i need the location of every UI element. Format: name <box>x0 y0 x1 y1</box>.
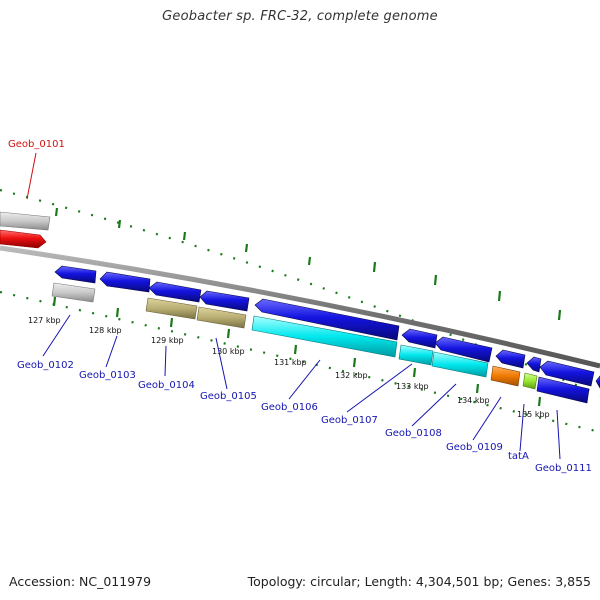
gene-arrow <box>495 349 526 369</box>
gene-arrow <box>539 360 595 387</box>
tick-label: 131 kbp <box>274 358 307 367</box>
gene-arrow <box>54 265 97 284</box>
inner-major-tick <box>169 317 174 328</box>
outer-major-tick <box>117 219 122 229</box>
outer-major-tick <box>182 231 187 241</box>
inner-major-tick <box>412 367 417 378</box>
genome-backbone <box>0 245 600 369</box>
gene-arrow <box>254 298 400 341</box>
gene-label-tata[interactable]: tatA <box>508 451 529 462</box>
outer-major-tick <box>372 261 377 273</box>
gene-arrow <box>595 375 600 389</box>
figure-title: Geobacter sp. FRC-32, complete genome <box>162 9 438 24</box>
leader-line <box>42 314 71 357</box>
gene-arrow <box>148 281 202 303</box>
gene-label-geob-0103[interactable]: Geob_0103 <box>79 370 136 381</box>
tick-labels: 127 kbp 128 kbp 129 kbp 130 kbp 131 kbp … <box>28 316 550 419</box>
inner-major-tick <box>52 296 57 307</box>
tick-label: 133 kbp <box>396 382 429 391</box>
gene-label-geob-0102[interactable]: Geob_0102 <box>17 360 74 371</box>
tick-label: 134 kbp <box>457 396 490 405</box>
inner-major-tick <box>226 328 231 339</box>
outer-major-tick <box>497 290 502 302</box>
gene-arrow <box>434 336 493 363</box>
outer-major-tick <box>433 274 438 286</box>
feature-khaki <box>196 306 247 329</box>
gene-arrow-geob-0101[interactable] <box>0 229 47 249</box>
gene-arrow <box>99 271 151 293</box>
gene-arrow <box>536 376 590 404</box>
gene-label-geob-0107[interactable]: Geob_0107 <box>321 415 378 426</box>
tick-label: 132 kbp <box>335 371 368 380</box>
genome-summary-text: Topology: circular; Length: 4,304,501 bp… <box>247 574 591 589</box>
tick-label: 135 kbp <box>517 410 550 419</box>
feature-cyan <box>251 315 398 358</box>
feature-khaki <box>145 297 198 320</box>
tick-label: 129 kbp <box>151 336 184 345</box>
gene-arrow-geob-0100 <box>0 211 51 231</box>
inner-major-tick <box>475 383 480 394</box>
inner-major-tick <box>293 344 298 355</box>
leader-line <box>215 337 228 390</box>
gene-label-geob-0105[interactable]: Geob_0105 <box>200 391 257 402</box>
outer-major-tick <box>307 256 312 266</box>
leader-line <box>519 403 525 452</box>
feature-lime <box>522 372 538 390</box>
accession-text: Accession: NC_011979 <box>9 574 152 589</box>
leader-line <box>164 345 167 377</box>
gene-label-geob-0109[interactable]: Geob_0109 <box>446 442 503 453</box>
tick-label: 130 kbp <box>212 347 245 356</box>
outer-major-ticks <box>54 207 562 321</box>
outer-major-tick <box>54 207 59 217</box>
leader-line <box>105 335 118 368</box>
gene-label-geob-0111[interactable]: Geob_0111 <box>535 463 592 474</box>
gene-label-geob-0106[interactable]: Geob_0106 <box>261 402 318 413</box>
label-leader-lines <box>26 152 561 460</box>
outer-major-tick <box>244 243 249 253</box>
outer-major-tick <box>557 309 562 321</box>
gene-label-geob-0101[interactable]: Geob_0101 <box>8 139 65 150</box>
gene-arrow <box>199 290 250 312</box>
leader-line-geob-0101 <box>26 152 37 200</box>
feature-orange <box>490 365 521 387</box>
gene-label-geob-0108[interactable]: Geob_0108 <box>385 428 442 439</box>
leader-line <box>556 409 561 460</box>
feature-cyan <box>398 344 434 366</box>
gene-arrow <box>401 328 438 349</box>
tick-label: 128 kbp <box>89 326 122 335</box>
inner-major-tick <box>352 357 357 368</box>
leader-line <box>346 363 413 413</box>
tick-label: 127 kbp <box>28 316 61 325</box>
leader-line <box>288 359 321 400</box>
gene-label-geob-0104[interactable]: Geob_0104 <box>138 380 195 391</box>
gene-labels: Geob_0101 Geob_0102 Geob_0103 Geob_0104 … <box>8 139 592 474</box>
inner-major-tick <box>537 396 542 407</box>
inner-major-tick <box>115 307 120 318</box>
leader-line <box>472 396 502 441</box>
feature-gray <box>51 282 96 303</box>
inner-major-ticks <box>52 296 542 407</box>
leader-line <box>411 383 457 427</box>
gene-arrow <box>526 356 542 373</box>
feature-cyan <box>431 351 489 378</box>
